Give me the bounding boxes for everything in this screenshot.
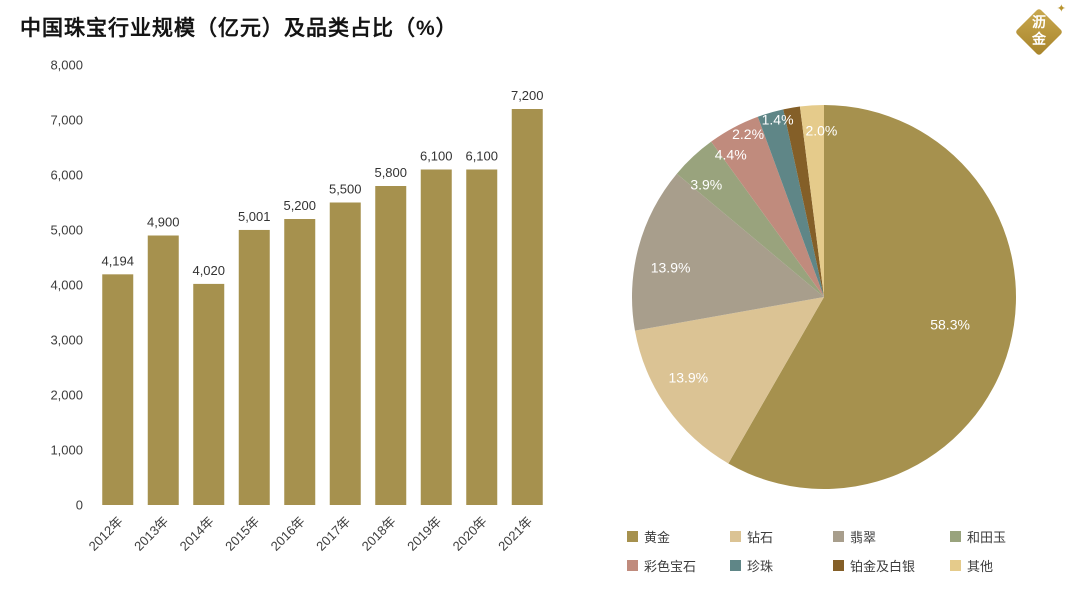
- legend-label: 钻石: [747, 530, 774, 545]
- legend-label: 黄金: [644, 530, 671, 545]
- legend-swatch-icon: [627, 560, 638, 571]
- pie-slice-珍珠: [757, 109, 824, 297]
- bar-2021年: [511, 109, 543, 505]
- bar-2020年: [466, 169, 498, 505]
- bar-value-label: 6,100: [420, 149, 453, 164]
- pie-slice-黄金: [728, 105, 1016, 489]
- legend-label: 其他: [967, 559, 994, 574]
- bar-value-label: 4,900: [147, 215, 180, 230]
- logo-char-2: 金: [1032, 31, 1046, 47]
- legend-item-钻石: 钻石: [730, 527, 833, 546]
- y-tick-label: 3,000: [50, 333, 83, 348]
- bar-2014年: [193, 283, 225, 505]
- bar-2012年: [102, 274, 134, 505]
- legend-item-铂金及白银: 铂金及白银: [833, 556, 950, 575]
- legend-item-珍珠: 珍珠: [730, 556, 833, 575]
- y-tick-label: 6,000: [50, 168, 83, 183]
- bar-value-label: 4,194: [101, 253, 134, 268]
- bar-2016年: [284, 219, 316, 505]
- x-tick-label: 2012年: [86, 514, 126, 554]
- legend-label: 珍珠: [747, 559, 774, 574]
- bar-value-label: 5,800: [374, 165, 407, 180]
- bar-2019年: [420, 169, 452, 505]
- pie-slice-label: 13.9%: [668, 369, 708, 385]
- y-tick-label: 4,000: [50, 278, 83, 293]
- pie-slice-label: 58.3%: [930, 317, 970, 333]
- y-tick-label: 1,000: [50, 443, 83, 458]
- pie-slice-彩色宝石: [711, 116, 824, 297]
- legend-swatch-icon: [627, 531, 638, 542]
- legend-label: 铂金及白银: [850, 559, 916, 574]
- bar-value-label: 5,500: [329, 182, 362, 197]
- bar-value-label: 7,200: [511, 88, 544, 103]
- pie-slice-label: 1.4%: [762, 111, 794, 127]
- pie-chart: 58.3% 13.9% 13.9% 3.9% 4.4% 2.2%1.4% 2.0%: [631, 105, 1016, 489]
- bar-value-label: 4,020: [192, 263, 225, 278]
- x-tick-label: 2019年: [404, 514, 444, 554]
- x-tick-label: 2021年: [495, 514, 535, 554]
- legend-item-彩色宝石: 彩色宝石: [627, 556, 730, 575]
- pie-slice-label: 13.9%: [651, 259, 691, 275]
- legend-swatch-icon: [730, 560, 741, 571]
- x-tick-label: 2016年: [268, 514, 308, 554]
- legend-swatch-icon: [950, 560, 961, 571]
- pie-slice-翡翠: [631, 173, 824, 331]
- y-tick-label: 0: [76, 498, 83, 513]
- bar-value-label: 5,200: [283, 198, 316, 213]
- legend-item-其他: 其他: [950, 556, 1060, 575]
- x-tick-label: 2017年: [313, 514, 353, 554]
- brand-logo: 沥 金 ✦: [1014, 3, 1066, 58]
- x-tick-label: 2013年: [131, 514, 171, 554]
- logo-sparkle-icon: ✦: [1056, 3, 1066, 15]
- pie-slice-和田玉: [676, 141, 824, 297]
- pie-slice-铂金及白银: [783, 106, 824, 297]
- legend-swatch-icon: [950, 531, 961, 542]
- pie-slice-label: 2.0%: [805, 122, 837, 138]
- legend-item-和田玉: 和田玉: [950, 527, 1060, 546]
- pie-legend: 黄金 钻石 翡翠 和田玉彩色宝石 珍珠 铂金及白银 其他: [627, 527, 1060, 575]
- bar-2013年: [147, 235, 179, 505]
- bar-2017年: [329, 202, 361, 505]
- y-tick-label: 7,000: [50, 113, 83, 128]
- pie-slice-label: 2.2%: [732, 126, 764, 142]
- pie-slice-钻石: [634, 297, 824, 464]
- logo-text: 沥 金: [1014, 14, 1064, 48]
- bar-2018年: [375, 186, 407, 505]
- legend-label: 和田玉: [967, 530, 1007, 545]
- pie-slice-其他: [799, 105, 824, 297]
- legend-swatch-icon: [730, 531, 741, 542]
- bar-chart: 0 1,000 2,000 3,000 4,000 5,000 6,000 7,000 8,00…: [50, 58, 544, 554]
- pie-slice-label: 4.4%: [715, 147, 747, 163]
- x-tick-label: 2014年: [177, 514, 217, 554]
- x-tick-label: 2015年: [222, 514, 262, 554]
- bar-value-label: 5,001: [238, 209, 271, 224]
- x-tick-label: 2020年: [450, 514, 490, 554]
- legend-swatch-icon: [833, 560, 844, 571]
- y-tick-label: 8,000: [50, 58, 83, 73]
- legend-item-黄金: 黄金: [627, 527, 730, 546]
- legend-label: 翡翠: [850, 530, 877, 545]
- legend-item-翡翠: 翡翠: [833, 527, 950, 546]
- y-tick-label: 5,000: [50, 223, 83, 238]
- legend-label: 彩色宝石: [644, 559, 697, 574]
- pie-slice-label: 3.9%: [690, 176, 722, 192]
- bar-2015年: [238, 229, 270, 505]
- legend-swatch-icon: [833, 531, 844, 542]
- bar-value-label: 6,100: [465, 149, 498, 164]
- x-tick-label: 2018年: [359, 514, 399, 554]
- y-tick-label: 2,000: [50, 388, 83, 403]
- logo-char-1: 沥: [1032, 14, 1046, 30]
- page-title: 中国珠宝行业规模（亿元）及品类占比（%）: [20, 17, 458, 40]
